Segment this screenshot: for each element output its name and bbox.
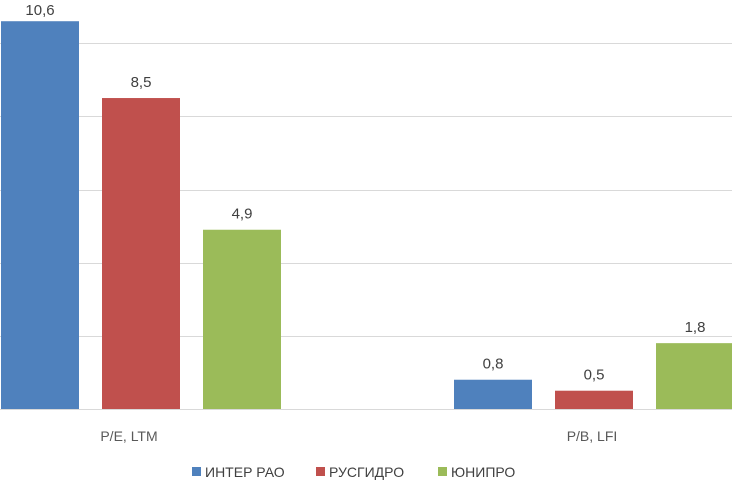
bar [656, 343, 732, 409]
legend-label: РУСГИДРО [329, 464, 404, 480]
bar [454, 379, 532, 409]
legend-swatch [438, 467, 447, 476]
category-label: P/E, LTM [100, 428, 157, 444]
data-label: 8,5 [131, 74, 152, 91]
category-label: P/B, LFI [567, 428, 618, 444]
category-labels: P/E, LTM P/B, LFI [100, 428, 617, 444]
legend-swatch [316, 467, 325, 476]
bar [203, 229, 281, 409]
value-labels: 10,6 8,5 4,9 0,8 0,5 1,8 [25, 2, 705, 384]
legend: ИНТЕР РАО РУСГИДРО ЮНИПРО [192, 464, 515, 480]
data-label: 10,6 [25, 2, 54, 19]
bar [1, 21, 79, 409]
bar [555, 390, 633, 409]
legend-label: ЮНИПРО [451, 464, 515, 480]
data-label: 0,8 [483, 356, 504, 373]
bar [102, 98, 180, 410]
legend-swatch [192, 467, 201, 476]
data-label: 4,9 [232, 206, 253, 223]
legend-label: ИНТЕР РАО [205, 464, 285, 480]
data-label: 0,5 [584, 367, 605, 384]
bars [1, 21, 732, 410]
data-label: 1,8 [685, 319, 706, 336]
